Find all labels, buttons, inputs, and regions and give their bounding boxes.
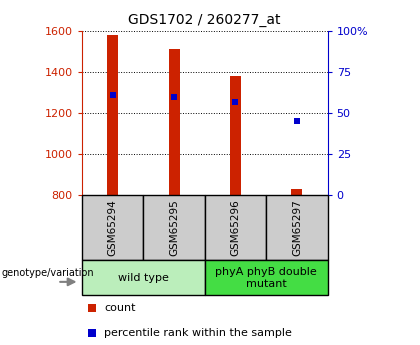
Bar [266, 195, 328, 260]
Bar [107, 35, 118, 195]
Text: phyA phyB double
mutant: phyA phyB double mutant [215, 267, 317, 288]
Bar [291, 189, 302, 195]
Bar [205, 195, 266, 260]
Text: GSM65296: GSM65296 [231, 199, 241, 256]
Bar [82, 195, 143, 260]
Text: genotype/variation: genotype/variation [2, 268, 94, 277]
Text: GSM65295: GSM65295 [169, 199, 179, 256]
Text: GSM65294: GSM65294 [108, 199, 118, 256]
Bar [230, 76, 241, 195]
Text: wild type: wild type [118, 273, 169, 283]
Bar [168, 49, 180, 195]
Text: GSM65297: GSM65297 [292, 199, 302, 256]
Title: GDS1702 / 260277_at: GDS1702 / 260277_at [129, 13, 281, 27]
Bar [205, 260, 328, 295]
Text: percentile rank within the sample: percentile rank within the sample [104, 328, 292, 338]
Bar [143, 195, 205, 260]
Text: count: count [104, 303, 136, 313]
Bar [82, 260, 205, 295]
